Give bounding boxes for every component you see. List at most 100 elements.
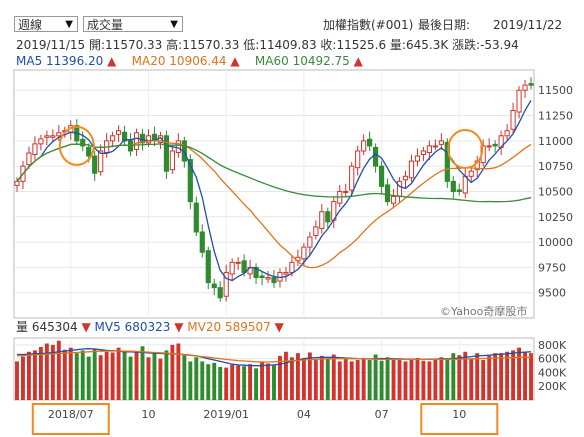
candle-body — [450, 180, 456, 192]
ma60-value: 10492.75 — [292, 54, 350, 68]
volume-bar — [27, 351, 31, 400]
volume-bar — [463, 351, 468, 400]
candle-body — [289, 261, 295, 273]
open-value: 11570.33 — [105, 38, 163, 52]
volume-bar — [385, 357, 390, 400]
volume-bar — [230, 364, 235, 400]
volume-bar — [134, 351, 139, 400]
candle-body — [205, 250, 211, 284]
ma20-arrow-icon: ▲ — [230, 54, 240, 68]
volume-bar — [475, 353, 480, 400]
volume-bar — [278, 355, 282, 400]
volume-bar — [266, 363, 270, 400]
price-tick-label: 10250 — [538, 211, 573, 224]
volume-bar — [433, 358, 438, 400]
mv5-arrow-icon: ▼ — [174, 320, 184, 334]
ma5-line — [16, 100, 532, 282]
candle-body — [32, 143, 38, 156]
volume-bar — [44, 343, 49, 400]
volume-bar — [158, 358, 163, 400]
candle-body — [373, 146, 379, 167]
volume-bar — [218, 366, 223, 400]
mv5-value: 680323 — [124, 320, 171, 334]
volume-bar — [313, 360, 318, 400]
volume-bar — [469, 358, 474, 400]
candle-body — [510, 109, 516, 130]
candle-body — [56, 132, 62, 137]
candle-body — [223, 271, 229, 297]
price-tick-label: 11500 — [538, 84, 573, 97]
volume-bar — [427, 361, 432, 400]
candle-body — [504, 130, 510, 137]
ma20-label: MA20 — [131, 54, 166, 68]
vol-arrow-icon: ▼ — [81, 320, 91, 334]
volume-tick-label: 800K — [538, 339, 567, 352]
volume-bar — [511, 350, 516, 400]
high-label: 高: — [166, 38, 183, 52]
period-select[interactable]: 週線 ▼ — [14, 16, 78, 32]
volume-bar — [224, 367, 229, 400]
volume-bar — [505, 351, 510, 400]
volume-bar — [367, 360, 372, 400]
volume-bar — [307, 352, 312, 400]
mv20-label: MV20 — [187, 320, 222, 334]
indicator-select[interactable]: 成交量 ▼ — [83, 16, 183, 32]
ma5-arrow-icon: ▲ — [107, 54, 117, 68]
volume-bar — [319, 355, 324, 400]
volume-bar — [200, 361, 205, 400]
volume-bar — [116, 347, 121, 400]
candle-body — [355, 150, 361, 169]
candle-body — [265, 277, 271, 280]
candle-body — [408, 160, 415, 179]
mv5-label: MV5 — [94, 320, 121, 334]
volume-row: 量 645304 ▼ MV5 680323 ▼ MV20 589507 ▼ — [16, 320, 284, 334]
candle-body — [420, 150, 427, 156]
candle-body — [217, 287, 223, 299]
volume-bar — [15, 361, 19, 400]
low-label: 低: — [243, 38, 260, 52]
open-label: 開: — [89, 38, 106, 52]
vol-label: 量 — [16, 320, 29, 334]
candle-body — [313, 226, 319, 237]
highlight-box — [420, 403, 499, 435]
price-tick-label: 11250 — [538, 110, 573, 123]
candle-body — [38, 138, 44, 145]
volume-bar — [110, 352, 115, 400]
candle-body — [283, 271, 289, 275]
candle-body — [319, 211, 325, 229]
candle-body — [80, 138, 86, 147]
price-panel-frame — [13, 69, 535, 319]
volume-bar — [254, 368, 259, 400]
candle-body — [241, 260, 247, 273]
volume-bar — [170, 344, 175, 400]
candle-body — [468, 170, 474, 177]
high-value: 11570.33 — [182, 38, 240, 52]
candle-body — [169, 150, 175, 171]
candle-body — [253, 266, 259, 279]
mv20-value: 589507 — [224, 320, 271, 334]
ma60-arrow-icon: ▲ — [353, 54, 363, 68]
close-value: 11525.6 — [336, 38, 387, 52]
candle-body — [343, 190, 349, 193]
price-tick-label: 10000 — [538, 236, 573, 249]
candle-body — [492, 143, 498, 147]
volume-bar — [56, 340, 61, 400]
volume-bar — [260, 361, 264, 400]
volume-bar — [403, 361, 408, 400]
volume-bar — [272, 365, 276, 400]
ohlc-row: 2019/11/15 開:11570.33 高:11570.33 低:11409… — [16, 38, 519, 52]
volume-bar — [397, 360, 402, 400]
volume-bar — [188, 361, 193, 400]
volume-bar — [487, 355, 492, 400]
volume-bar — [445, 360, 450, 400]
volume-bar — [379, 360, 384, 400]
highlight-ellipse — [58, 125, 95, 166]
volume-bar — [409, 359, 414, 400]
candle-body — [229, 261, 235, 275]
chart-marks — [14, 77, 534, 400]
volume-bar — [176, 343, 181, 400]
volume-bar — [128, 356, 133, 400]
candle-body — [110, 135, 116, 142]
volume-bar — [194, 357, 199, 400]
ma20-value: 10906.44 — [169, 54, 227, 68]
